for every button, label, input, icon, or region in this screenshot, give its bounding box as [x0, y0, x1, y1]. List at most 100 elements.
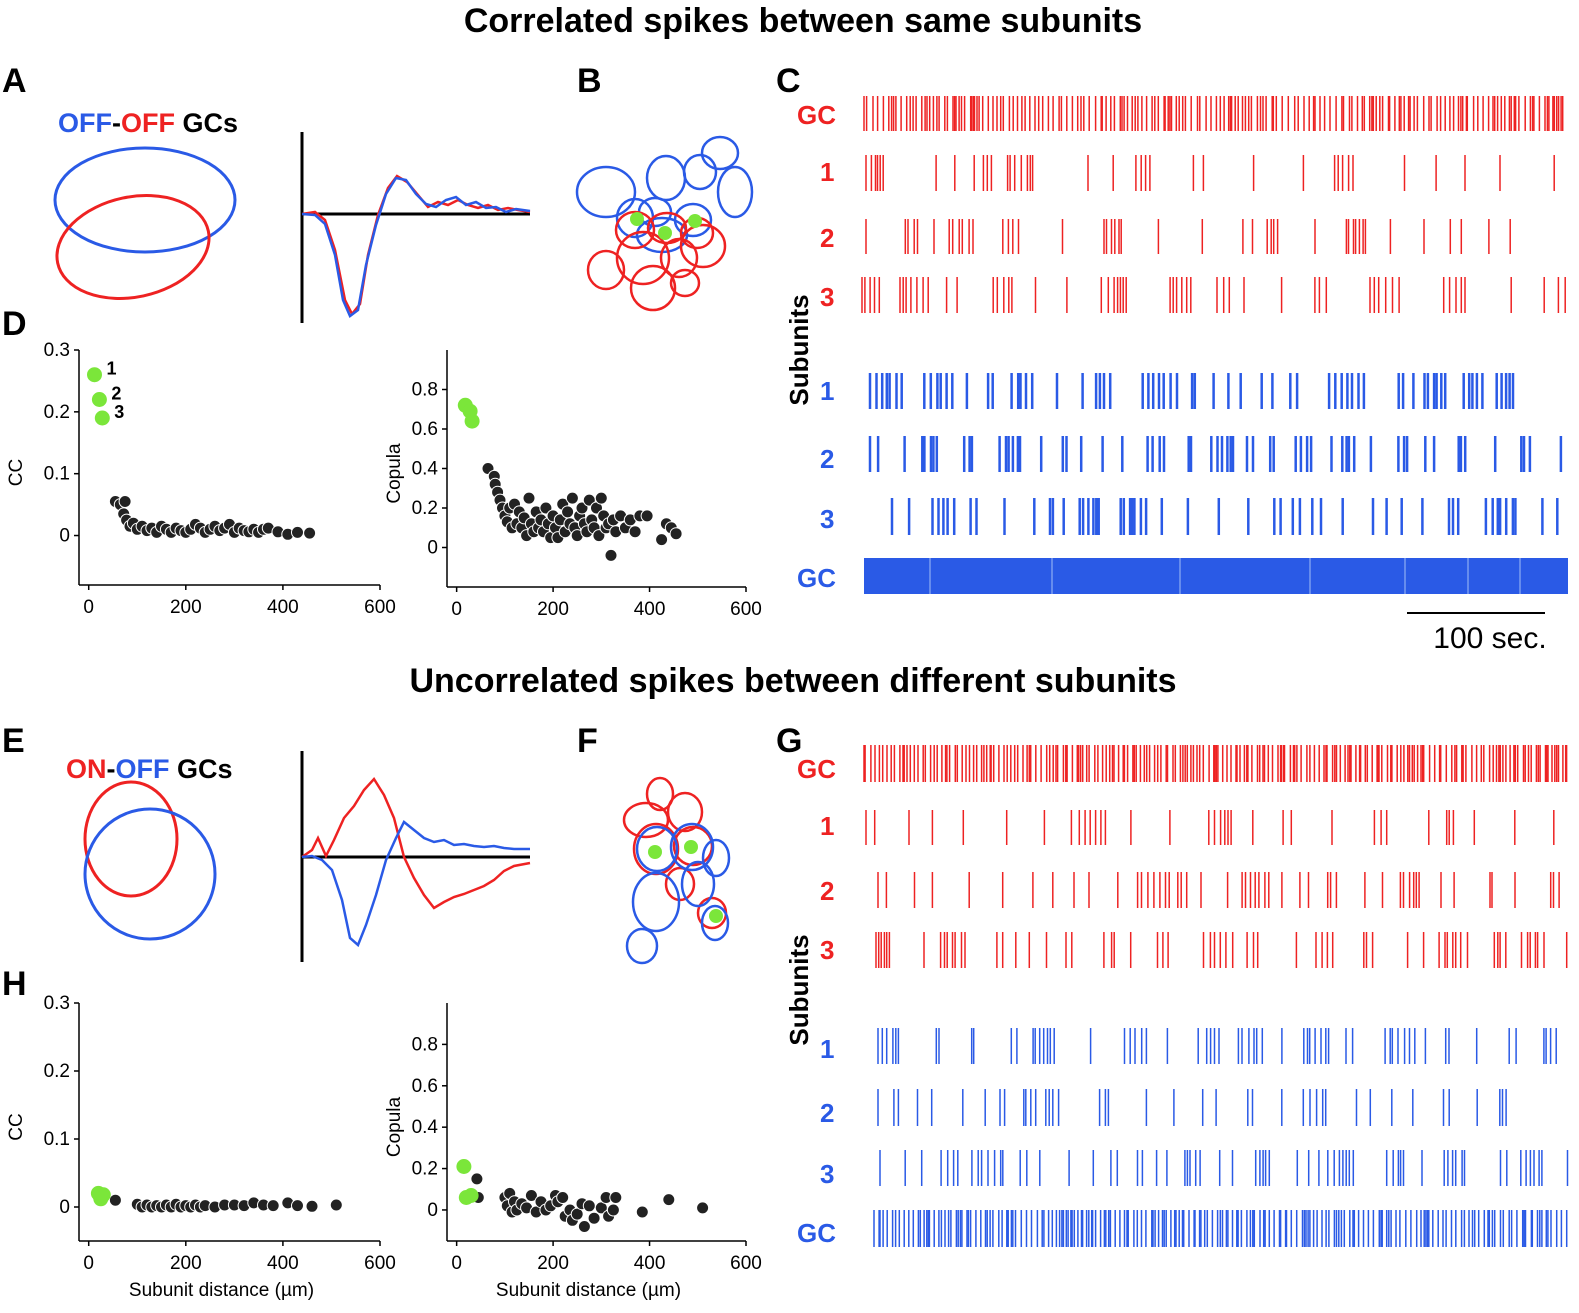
y-tick-label: 0: [427, 1200, 438, 1221]
y-tick-label: 0.2: [44, 402, 70, 423]
y-axis-label: Copula: [384, 443, 405, 504]
data-point: [329, 1198, 343, 1212]
scatter-h-left: 0 200 400 600 0 0.1 0.2 0.3 CC Subunit distance (…: [6, 993, 396, 1301]
raster-g-blue-3-label: 3: [820, 1159, 834, 1189]
x-tick-label: 0: [83, 597, 94, 618]
filter-e-blue: [301, 820, 530, 948]
raster-c-red-1-label: 1: [820, 157, 834, 187]
data-point: [604, 548, 618, 562]
data-point: [291, 1199, 304, 1213]
data-point: [561, 505, 575, 519]
y-tick-label: 0.3: [44, 340, 70, 361]
mosaic-f: [622, 776, 731, 965]
x-tick-label: 400: [267, 1253, 299, 1274]
y-tick-label: 0: [59, 526, 70, 547]
raster-c-red-2-label: 2: [820, 223, 834, 253]
y-tick-label: 0.2: [412, 1159, 438, 1180]
data-point: [662, 1193, 676, 1207]
raster-c-subunits-label: Subunits: [784, 294, 814, 405]
data-point: [582, 1199, 596, 1213]
filter-e-red: [301, 776, 531, 910]
data-point: [266, 1199, 280, 1213]
x-tick-label: 200: [170, 597, 202, 618]
raster-c-blue-1-label: 1: [820, 376, 834, 406]
data-point: [640, 509, 654, 523]
legend-a-part2: OFF: [121, 108, 175, 138]
raster-g-red-3-label: 3: [820, 935, 834, 965]
raster-g-red-2: [877, 872, 1560, 908]
x-tick-label: 600: [364, 597, 396, 618]
data-point-highlight: [464, 413, 480, 429]
raster-c-blue-2: [868, 436, 1563, 472]
legend-e-part1: ON: [66, 754, 107, 784]
data-point-highlight: [87, 367, 102, 383]
data-point: [635, 1205, 649, 1219]
raster-container: [861, 96, 1569, 1247]
data-point: [655, 533, 669, 547]
data-point: [118, 495, 132, 508]
data-point: [108, 1193, 122, 1207]
top-title: Correlated spikes between same subunits: [464, 2, 1142, 40]
y-tick-label: 0.1: [44, 464, 70, 485]
rf-ellipse-red-e: [83, 780, 179, 898]
raster-g-gc-blue-label: GC: [797, 1218, 836, 1248]
data-point: [291, 525, 304, 539]
y-tick-label: 0.1: [44, 1129, 70, 1150]
scale-bar-label: 100 sec.: [1433, 622, 1546, 655]
y-tick-label: 0.2: [44, 1061, 70, 1082]
data-point: [556, 1191, 570, 1204]
data-point-highlight: [456, 1159, 472, 1174]
y-tick-label: 0.8: [412, 380, 438, 401]
data-point-highlight: [91, 392, 107, 407]
x-axis-label: Subunit distance (µm): [496, 1280, 681, 1301]
legend-e-part2: OFF: [116, 754, 170, 784]
y-tick-label: 0.4: [412, 1117, 439, 1138]
rf-ellipse-red: [55, 194, 211, 300]
panel-label-b: B: [577, 62, 602, 100]
data-point: [524, 1189, 538, 1202]
legend-a-suffix: GCs: [175, 108, 238, 138]
raster-c-gc-red-label: GC: [797, 100, 836, 130]
scatter-h-right: 0 200 400 600 0 0.2 0.4 0.6 0.8 Copula Subunit dis…: [384, 1003, 762, 1301]
raster-c-blue-3-label: 3: [820, 504, 834, 534]
legend-e: ON-OFF GCs: [66, 754, 233, 784]
y-tick-label: 0.2: [412, 498, 438, 519]
raster-g-gc-red-label: GC: [797, 754, 836, 784]
data-point: [577, 1220, 591, 1233]
raster-g-blue-3: [879, 1150, 1569, 1186]
y-tick-label: 0.4: [412, 459, 439, 480]
scatter-d-left: 0 200 400 600 0 0.1 0.2 0.3 CC 1 23: [6, 340, 396, 618]
raster-c-blue-3: [890, 498, 1559, 535]
data-point: [594, 491, 608, 505]
highlight-label: 3: [114, 402, 124, 422]
y-axis-label: Copula: [384, 1096, 405, 1157]
legend-a: OFF-OFF GCs: [58, 108, 238, 138]
raster-g-gc-blue: [873, 1210, 1568, 1247]
highlight-label: 1: [107, 359, 117, 379]
x-tick-label: 400: [634, 1253, 666, 1274]
data-point: [305, 1199, 319, 1213]
raster-c-red-2: [865, 219, 1511, 254]
panel-label-h: H: [2, 965, 27, 1003]
legend-e-suffix: GCs: [170, 754, 233, 784]
legend-a-part1: OFF: [58, 108, 112, 138]
data-point-highlight: [95, 1187, 111, 1203]
raster-c-gc-blue: [864, 558, 1568, 594]
raster-g-red-1-label: 1: [820, 811, 834, 841]
rf-ellipse-blue: [53, 146, 237, 254]
y-tick-label: 0.6: [412, 1076, 438, 1097]
raster-g-red-1: [865, 810, 1555, 845]
raster-g-blue-1: [877, 1028, 1557, 1064]
bottom-title: Uncorrelated spikes between different su…: [409, 662, 1176, 700]
data-point: [587, 1211, 601, 1225]
x-tick-label: 600: [730, 599, 762, 620]
y-tick-label: 0.6: [412, 419, 438, 440]
raster-g-subunits-label: Subunits: [784, 934, 814, 1045]
data-point: [565, 491, 579, 505]
raster-c-blue-1: [868, 373, 1515, 409]
panel-label-c: C: [776, 62, 801, 100]
data-point: [609, 1191, 623, 1204]
panel-label-e: E: [2, 722, 25, 760]
data-point: [628, 525, 642, 539]
